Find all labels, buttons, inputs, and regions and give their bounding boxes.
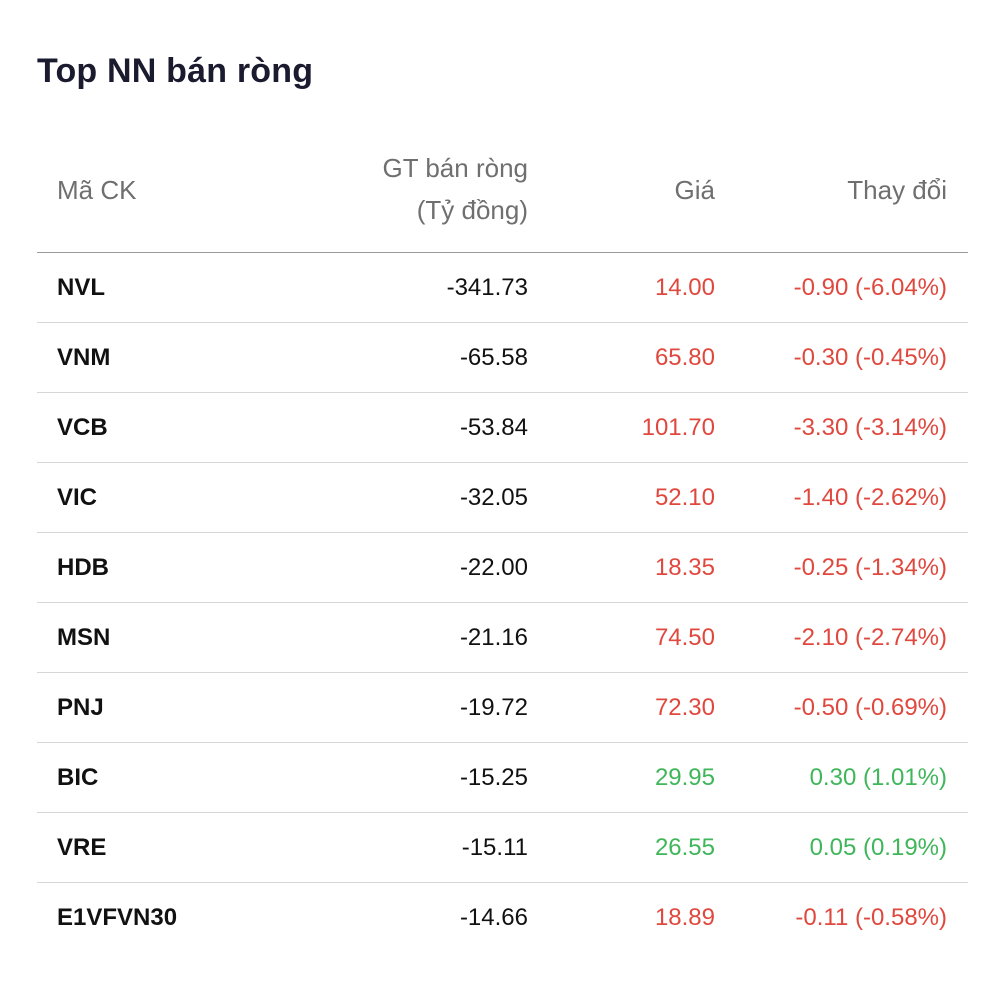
net-sell-value: -53.84 bbox=[459, 414, 528, 441]
table-row[interactable]: MSN -21.16 74.50 -2.10 (-2.74%) bbox=[37, 603, 968, 673]
price-change: 0.30 (1.01%) bbox=[809, 764, 947, 791]
price: 29.95 bbox=[654, 764, 715, 791]
stock-code[interactable]: MSN bbox=[57, 624, 111, 651]
price: 74.50 bbox=[654, 624, 715, 651]
table-row[interactable]: HDB -22.00 18.35 -0.25 (-1.34%) bbox=[37, 533, 968, 603]
card-title: Top NN bán ròng bbox=[37, 52, 314, 90]
net-sell-value: -15.11 bbox=[461, 834, 528, 861]
price: 65.80 bbox=[654, 344, 715, 371]
net-sell-value: -15.25 bbox=[459, 764, 528, 791]
net-sell-value: -65.58 bbox=[459, 344, 528, 371]
price: 52.10 bbox=[654, 484, 715, 511]
price: 18.35 bbox=[654, 554, 715, 581]
price-change: -3.30 (-3.14%) bbox=[793, 414, 947, 441]
table-row[interactable]: E1VFVN30 -14.66 18.89 -0.11 (-0.58%) bbox=[37, 883, 968, 953]
net-sell-value: -32.05 bbox=[459, 484, 528, 511]
net-sell-value: -22.00 bbox=[459, 554, 528, 581]
price-change: 0.05 (0.19%) bbox=[809, 834, 947, 861]
net-sell-value: -19.72 bbox=[459, 694, 528, 721]
price-change: -1.40 (-2.62%) bbox=[793, 484, 947, 511]
table-row[interactable]: NVL -341.73 14.00 -0.90 (-6.04%) bbox=[37, 253, 968, 323]
column-header-net-sell-value[interactable]: GT bán ròng (Tỷ đồng) bbox=[382, 147, 528, 231]
price-change: -2.10 (-2.74%) bbox=[793, 624, 947, 651]
price-change: -0.25 (-1.34%) bbox=[793, 554, 947, 581]
stock-code[interactable]: VNM bbox=[57, 344, 111, 371]
net-sell-table: Mã CK GT bán ròng (Tỷ đồng) Giá Thay đổi… bbox=[37, 140, 968, 953]
price-change: -0.30 (-0.45%) bbox=[793, 344, 947, 371]
price-change: -0.90 (-6.04%) bbox=[793, 274, 947, 301]
price: 26.55 bbox=[654, 834, 715, 861]
column-header-code[interactable]: Mã CK bbox=[57, 175, 137, 205]
net-sell-value: -21.16 bbox=[459, 624, 528, 651]
stock-code[interactable]: BIC bbox=[57, 764, 99, 791]
price: 18.89 bbox=[654, 904, 715, 931]
table-row[interactable]: VNM -65.58 65.80 -0.30 (-0.45%) bbox=[37, 323, 968, 393]
price: 14.00 bbox=[654, 274, 715, 301]
table-row[interactable]: VRE -15.11 26.55 0.05 (0.19%) bbox=[37, 813, 968, 883]
table-row[interactable]: PNJ -19.72 72.30 -0.50 (-0.69%) bbox=[37, 673, 968, 743]
price-change: -0.50 (-0.69%) bbox=[793, 694, 947, 721]
column-header-net-sell-value-line2: (Tỷ đồng) bbox=[416, 195, 528, 225]
price: 101.70 bbox=[641, 414, 715, 441]
price: 72.30 bbox=[654, 694, 715, 721]
column-header-change[interactable]: Thay đổi bbox=[847, 175, 947, 205]
table-row[interactable]: VIC -32.05 52.10 -1.40 (-2.62%) bbox=[37, 463, 968, 533]
price-change: -0.11 (-0.58%) bbox=[795, 904, 947, 931]
table-row[interactable]: BIC -15.25 29.95 0.30 (1.01%) bbox=[37, 743, 968, 813]
stock-code[interactable]: VIC bbox=[57, 484, 98, 511]
stock-code[interactable]: E1VFVN30 bbox=[57, 904, 178, 931]
stock-code[interactable]: HDB bbox=[57, 554, 109, 581]
stock-code[interactable]: PNJ bbox=[57, 694, 104, 721]
table-body: NVL -341.73 14.00 -0.90 (-6.04%) VNM -65… bbox=[37, 253, 968, 953]
net-sell-value: -341.73 bbox=[446, 274, 528, 301]
table-row[interactable]: VCB -53.84 101.70 -3.30 (-3.14%) bbox=[37, 393, 968, 463]
stock-code[interactable]: NVL bbox=[57, 274, 105, 301]
table-header: Mã CK GT bán ròng (Tỷ đồng) Giá Thay đổi bbox=[37, 140, 968, 253]
net-sell-value: -14.66 bbox=[459, 904, 528, 931]
stock-code[interactable]: VCB bbox=[57, 414, 108, 441]
stock-code[interactable]: VRE bbox=[57, 834, 107, 861]
column-header-net-sell-value-line1: GT bán ròng bbox=[382, 153, 528, 183]
column-header-price[interactable]: Giá bbox=[674, 175, 715, 205]
